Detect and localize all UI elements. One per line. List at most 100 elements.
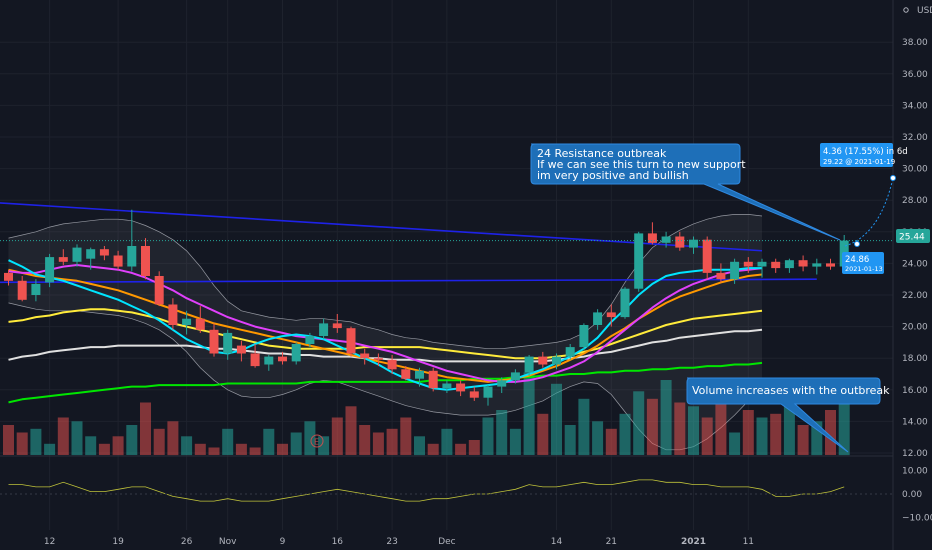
oscillator-line	[8, 479, 845, 502]
moving-average-line	[8, 308, 763, 360]
time-tick-label: 9	[280, 537, 286, 547]
volume-bar	[126, 425, 138, 455]
resistance-line-2: If we can see this turn to new support	[537, 158, 746, 171]
volume-bar	[783, 406, 795, 455]
projection-box	[820, 143, 893, 167]
earnings-icon	[310, 434, 324, 448]
price-tick-label: 38.00	[902, 38, 928, 48]
candle	[141, 238, 150, 280]
candle	[264, 355, 274, 371]
candle	[661, 231, 671, 248]
volume-bar	[345, 406, 357, 455]
candle	[538, 351, 548, 368]
candle	[510, 369, 520, 384]
candle	[401, 366, 411, 381]
point-label-box	[842, 252, 884, 274]
point-value: 24.86	[845, 255, 869, 265]
candle	[552, 353, 561, 370]
candle	[45, 253, 55, 288]
price-tick-label: 32.00	[902, 133, 928, 143]
volume-bar	[98, 443, 110, 455]
candle	[593, 309, 603, 330]
candle	[428, 367, 438, 392]
resistance-annotation[interactable]: 24 Resistance outbreak If we can see thi…	[530, 143, 841, 241]
candle	[689, 236, 698, 254]
volume-bar	[811, 421, 823, 456]
resistance-line-3: im very positive and bullish	[537, 169, 689, 182]
candle	[305, 332, 315, 348]
volume-bar	[742, 410, 754, 455]
volume-bar	[140, 402, 151, 455]
currency-lock-icon	[903, 7, 909, 13]
candle	[606, 304, 616, 327]
projection-path	[844, 177, 894, 247]
volume-bar	[414, 436, 425, 456]
resistance-line-0	[0, 202, 763, 252]
time-tick-label: 2021	[681, 537, 706, 547]
candle	[565, 344, 575, 360]
volume-bar	[112, 436, 124, 456]
candle	[31, 279, 41, 302]
volume-bar	[564, 425, 576, 455]
candle	[497, 377, 507, 393]
volume-bar	[619, 413, 631, 455]
price-tick-label: 24.00	[902, 259, 928, 269]
candle	[373, 353, 383, 367]
price-tick-label: 34.00	[902, 101, 928, 111]
candle	[675, 231, 685, 251]
candle	[456, 380, 466, 397]
volume-bar	[85, 436, 97, 456]
candle	[634, 231, 644, 292]
current-price-tag	[896, 229, 930, 243]
candle	[812, 258, 822, 275]
candle	[99, 246, 109, 261]
earnings-marker[interactable]: E	[310, 434, 324, 448]
volume-bar	[304, 421, 316, 456]
projection-annotation[interactable]: 4.36 (17.55%) in 6d 29.22 @ 2021-01-19 2…	[820, 143, 908, 274]
candle	[154, 271, 164, 307]
volume-bar	[592, 421, 604, 456]
candle	[798, 255, 808, 272]
candle	[743, 257, 753, 273]
currency-label: USD	[917, 6, 932, 16]
volume-bar	[688, 406, 699, 455]
volume-bar	[441, 428, 453, 455]
candle	[4, 269, 13, 286]
price-tick-label: 18.00	[902, 354, 928, 364]
volume-bar	[509, 428, 521, 455]
resistance-lines	[0, 202, 817, 284]
time-tick-label: 23	[386, 537, 397, 547]
candle	[17, 276, 27, 302]
candle	[702, 236, 712, 280]
time-tick-label: 21	[606, 537, 617, 547]
candle	[826, 258, 835, 270]
volume-bar	[71, 421, 83, 456]
time-tick-label: 11	[743, 537, 754, 547]
volume-bar	[701, 417, 713, 455]
candle	[579, 323, 589, 351]
candle	[278, 351, 287, 365]
moving-average-line	[8, 328, 763, 363]
volume-bar	[496, 410, 508, 455]
candle	[784, 258, 794, 273]
candle	[195, 306, 205, 333]
volume-annotation[interactable]: Volume increases with the outbreak	[686, 377, 890, 453]
candle	[113, 250, 123, 270]
volume-bar	[194, 443, 206, 455]
volume-bar	[249, 447, 261, 455]
volume-bar	[633, 391, 645, 455]
volume-bar	[770, 413, 782, 455]
volume-bars	[3, 372, 850, 456]
volume-bar	[756, 417, 768, 455]
volume-bar	[838, 398, 850, 456]
candle	[730, 258, 740, 284]
volume-bar	[167, 421, 179, 456]
resistance-callout-box	[530, 143, 841, 241]
candle	[236, 340, 246, 362]
volume-bar	[222, 428, 234, 455]
candle	[442, 380, 452, 393]
candle	[332, 314, 342, 333]
volume-bar	[537, 413, 549, 455]
volume-bar	[674, 402, 686, 455]
